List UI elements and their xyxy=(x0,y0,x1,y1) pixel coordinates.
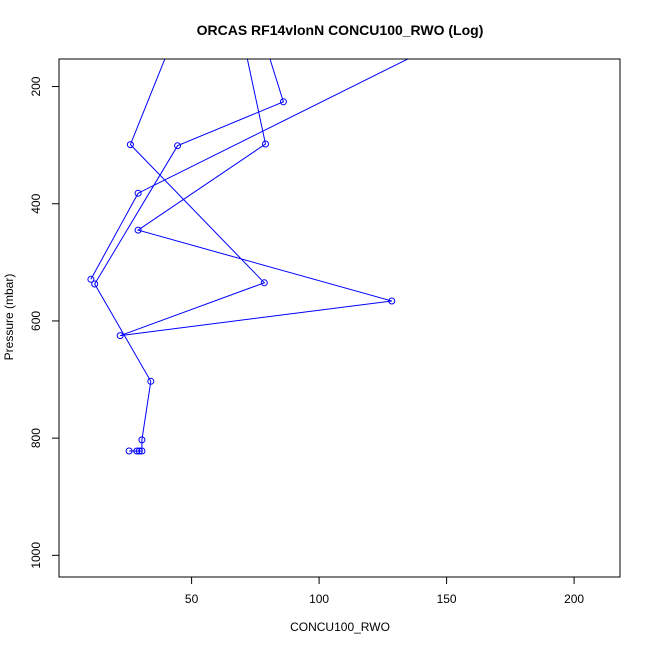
y-tick-label: 1000 xyxy=(29,542,43,569)
data-point xyxy=(262,140,269,148)
series-layer xyxy=(87,59,409,455)
x-tick-label: 100 xyxy=(309,592,329,606)
data-point xyxy=(125,447,133,455)
data-point xyxy=(174,142,182,150)
data-point xyxy=(87,275,95,283)
axis-layer: 50 100 150 200 200 400 600 800 1000 xyxy=(29,76,584,606)
data-point xyxy=(260,279,268,287)
plot-frame xyxy=(58,58,621,578)
series-line xyxy=(90,59,409,280)
y-tick-label: 200 xyxy=(29,76,43,96)
data-point xyxy=(134,226,142,234)
data-point xyxy=(388,297,396,305)
data-point xyxy=(126,141,134,149)
chart-title: ORCAS RF14vlonN CONCU100_RWO (Log) xyxy=(197,22,484,38)
x-tick-label: 200 xyxy=(564,592,584,606)
data-point xyxy=(138,436,146,444)
data-point xyxy=(279,98,287,106)
data-point xyxy=(116,332,124,340)
x-tick-label: 50 xyxy=(185,592,199,606)
data-point xyxy=(91,280,99,288)
y-tick-label: 600 xyxy=(29,311,43,331)
x-tick-label: 150 xyxy=(437,592,457,606)
data-point xyxy=(147,377,155,385)
series-2 xyxy=(87,59,409,283)
series-1 xyxy=(91,59,396,455)
data-point xyxy=(134,189,142,197)
x-axis-label: CONCU100_RWO xyxy=(290,620,390,634)
data-point xyxy=(135,447,143,455)
data-point xyxy=(133,447,141,455)
y-tick-label: 800 xyxy=(29,428,43,448)
y-tick-label: 400 xyxy=(29,193,43,213)
data-point xyxy=(138,447,146,455)
y-axis-label: Pressure (mbar) xyxy=(2,274,16,361)
series-line xyxy=(94,59,392,452)
